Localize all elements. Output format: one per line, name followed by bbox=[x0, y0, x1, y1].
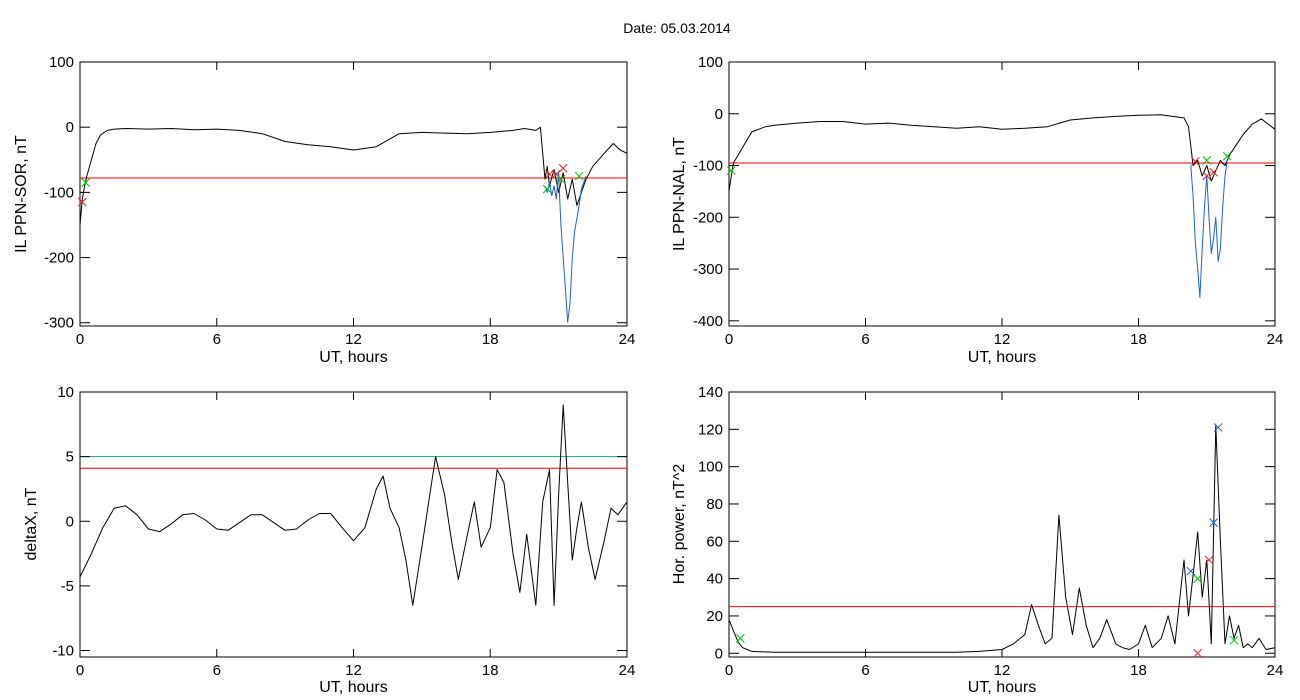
x-tick-label: 0 bbox=[76, 331, 84, 348]
event-marker bbox=[77, 197, 87, 207]
x-axis-label: UT, hours bbox=[968, 349, 1036, 366]
event-marker bbox=[1213, 423, 1223, 432]
y-tick-label: 100 bbox=[698, 459, 723, 476]
y-tick-label: 0 bbox=[66, 119, 74, 136]
y-tick-label: -400 bbox=[693, 313, 723, 330]
y-tick-label: -300 bbox=[693, 261, 723, 278]
data-series-line bbox=[728, 114, 1276, 192]
y-tick-label: -300 bbox=[44, 315, 74, 332]
x-tick-label: 12 bbox=[994, 331, 1011, 348]
x-tick-label: 0 bbox=[725, 331, 733, 348]
event-marker bbox=[558, 163, 568, 173]
event-marker bbox=[542, 184, 552, 194]
y-axis-label: Hor. power, nT^2 bbox=[671, 464, 688, 585]
event-marker bbox=[1186, 566, 1196, 576]
x-tick-label: 6 bbox=[213, 331, 221, 348]
event-marker bbox=[1209, 518, 1218, 527]
event-marker bbox=[1193, 574, 1203, 583]
y-axis-label: IL PPN-SOR, nT bbox=[13, 135, 30, 253]
y-tick-label: -100 bbox=[693, 158, 723, 175]
y-axis-label: IL PPN-NAL, nT bbox=[671, 137, 688, 251]
y-tick-label: -200 bbox=[693, 209, 723, 226]
y-tick-label: 140 bbox=[698, 384, 723, 401]
event-marker bbox=[81, 178, 91, 187]
event-marker bbox=[545, 169, 554, 179]
x-tick-label: 0 bbox=[725, 662, 733, 679]
x-axis-label: UT, hours bbox=[968, 679, 1036, 696]
plot-frame bbox=[79, 391, 628, 658]
data-series-line bbox=[728, 425, 1276, 653]
y-tick-label: 80 bbox=[706, 496, 723, 513]
event-marker bbox=[1193, 648, 1203, 658]
panel-ppn-sor: UT, hours IL PPN-SOR, nT 0 6 12 18 24 100 0 -10… bbox=[13, 54, 635, 366]
panel-ppn-nal: UT, hours IL PPN-NAL, nT 0 6 12 18 24 100 0 -10… bbox=[671, 54, 1283, 366]
event-marker bbox=[1229, 635, 1239, 645]
data-series-line bbox=[79, 404, 628, 606]
y-tick-label: -200 bbox=[44, 250, 74, 267]
y-tick-label: -10 bbox=[52, 643, 74, 660]
event-marker bbox=[574, 171, 584, 181]
x-tick-label: 24 bbox=[619, 662, 636, 679]
y-tick-label: 0 bbox=[715, 645, 723, 662]
x-tick-label: 24 bbox=[619, 331, 636, 348]
y-tick-label: 5 bbox=[66, 449, 74, 466]
event-marker bbox=[1209, 167, 1218, 177]
y-tick-label: 10 bbox=[57, 384, 74, 401]
event-marker bbox=[1202, 171, 1212, 181]
y-tick-label: 100 bbox=[698, 54, 723, 71]
panel-deltax: UT, hours deltaX, nT 0 6 12 18 24 10 5 0 -5 -10 bbox=[23, 384, 635, 696]
x-tick-label: 18 bbox=[482, 331, 499, 348]
y-tick-label: 60 bbox=[706, 533, 723, 550]
y-tick-label: 40 bbox=[706, 571, 723, 588]
x-tick-label: 12 bbox=[994, 662, 1011, 679]
y-tick-label: 120 bbox=[698, 421, 723, 438]
x-tick-label: 12 bbox=[345, 662, 362, 679]
x-tick-label: 6 bbox=[861, 331, 869, 348]
figure-title: Date: 05.03.2014 bbox=[623, 20, 731, 36]
x-tick-label: 18 bbox=[1130, 331, 1147, 348]
x-tick-label: 6 bbox=[861, 662, 869, 679]
event-marker bbox=[1191, 157, 1200, 166]
x-tick-label: 18 bbox=[482, 662, 499, 679]
y-tick-label: 20 bbox=[706, 608, 723, 625]
event-marker bbox=[736, 633, 745, 643]
x-tick-label: 24 bbox=[1267, 662, 1284, 679]
x-axis-label: UT, hours bbox=[319, 349, 387, 366]
highlight-series-line bbox=[1190, 160, 1228, 298]
highlight-series-line bbox=[544, 172, 587, 323]
x-tick-label: 18 bbox=[1130, 662, 1147, 679]
x-tick-label: 6 bbox=[213, 662, 221, 679]
y-axis-label: deltaX, nT bbox=[23, 487, 40, 560]
y-tick-label: -5 bbox=[61, 578, 74, 595]
x-tick-label: 24 bbox=[1267, 331, 1284, 348]
event-marker bbox=[556, 174, 566, 184]
y-tick-label: 100 bbox=[49, 54, 74, 71]
event-marker bbox=[1222, 151, 1232, 161]
y-tick-label: -100 bbox=[44, 184, 74, 201]
plot-frame bbox=[79, 61, 628, 327]
data-series-line bbox=[79, 126, 628, 226]
x-axis-label: UT, hours bbox=[319, 679, 387, 696]
plot-frame bbox=[728, 391, 1276, 658]
event-marker bbox=[1202, 155, 1212, 165]
y-tick-label: 0 bbox=[66, 513, 74, 530]
panel-hor-power: UT, hours Hor. power, nT^2 0 6 12 18 24 140 12… bbox=[671, 384, 1283, 696]
y-tick-label: 0 bbox=[715, 106, 723, 123]
event-marker bbox=[726, 166, 736, 176]
event-marker bbox=[1204, 555, 1214, 565]
x-tick-label: 0 bbox=[76, 662, 84, 679]
x-tick-label: 12 bbox=[345, 331, 362, 348]
